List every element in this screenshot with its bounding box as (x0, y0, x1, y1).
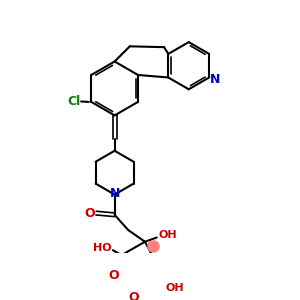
Text: Cl: Cl (68, 94, 81, 108)
Text: N: N (110, 187, 120, 200)
Text: O: O (109, 269, 119, 282)
Text: HO: HO (93, 243, 111, 253)
Text: OH: OH (158, 230, 177, 240)
Text: OH: OH (165, 283, 184, 293)
Text: O: O (84, 207, 95, 220)
Text: O: O (129, 291, 139, 300)
Text: N: N (210, 73, 220, 86)
